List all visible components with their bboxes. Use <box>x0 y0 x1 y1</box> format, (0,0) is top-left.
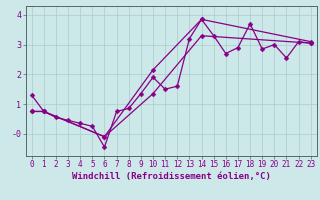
X-axis label: Windchill (Refroidissement éolien,°C): Windchill (Refroidissement éolien,°C) <box>72 172 271 181</box>
